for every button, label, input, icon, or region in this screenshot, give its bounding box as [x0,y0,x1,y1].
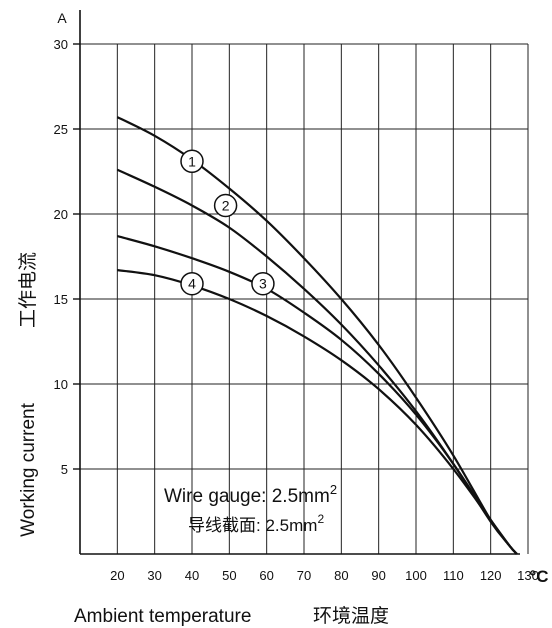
x-unit-label: °C [529,567,548,586]
x-tick-label: 110 [443,568,464,583]
axes [73,10,520,555]
y-tick-labels: 5 10 15 20 25 30 [54,37,68,477]
y-tick-label: 20 [54,207,68,222]
y-tick-label: 30 [54,37,68,52]
wire-gauge-line-en: Wire gauge: 2.5mm2 [164,482,337,507]
wire-gauge-line-cn: 导线截面: 2.5mm2 [188,512,324,535]
x-tick-label: 80 [334,568,348,583]
x-tick-label: 50 [222,568,236,583]
y-tick-label: 10 [54,377,68,392]
curve-marker-3-circle [251,271,275,296]
x-tick-label: 130 [517,568,539,583]
curve-markers: 1 2 3 4 [180,149,275,296]
x-tick-label: 60 [259,568,273,583]
x-tick-label: 40 [185,568,199,583]
curve-marker-2-circle [213,193,238,218]
x-axis-label: Ambient temperature [74,606,251,627]
x-tick-label: 100 [405,568,427,583]
curve-marker-1-circle [180,149,204,174]
y-tick-label: 25 [54,122,68,137]
x-tick-label: 120 [480,568,502,583]
curve-marker-1-label: 1 [188,153,196,169]
curve-marker-3-label: 3 [259,276,267,292]
curve-marker-4-circle [180,271,204,296]
y-axis-label-cn: 工作电流 [17,252,39,328]
curve-marker-2-label: 2 [222,198,230,214]
x-axis-label-cn: 环境温度 [313,605,389,627]
x-tick-label: 90 [371,568,385,583]
y-unit-label: A [57,10,67,26]
wire-gauge-annotation: Wire gauge: 2.5mm2 导线截面: 2.5mm2 [164,482,337,535]
x-tick-label: 70 [297,568,311,583]
y-tick-label: 5 [61,462,68,477]
y-tick-label: 15 [54,292,68,307]
x-tick-label: 20 [110,568,124,583]
curve-marker-4-label: 4 [188,276,196,292]
x-tick-labels: 20 30 40 50 60 70 80 90 100 110 120 130 [110,568,539,583]
x-tick-label: 30 [147,568,161,583]
y-axis-label-en: Working current [18,402,39,536]
